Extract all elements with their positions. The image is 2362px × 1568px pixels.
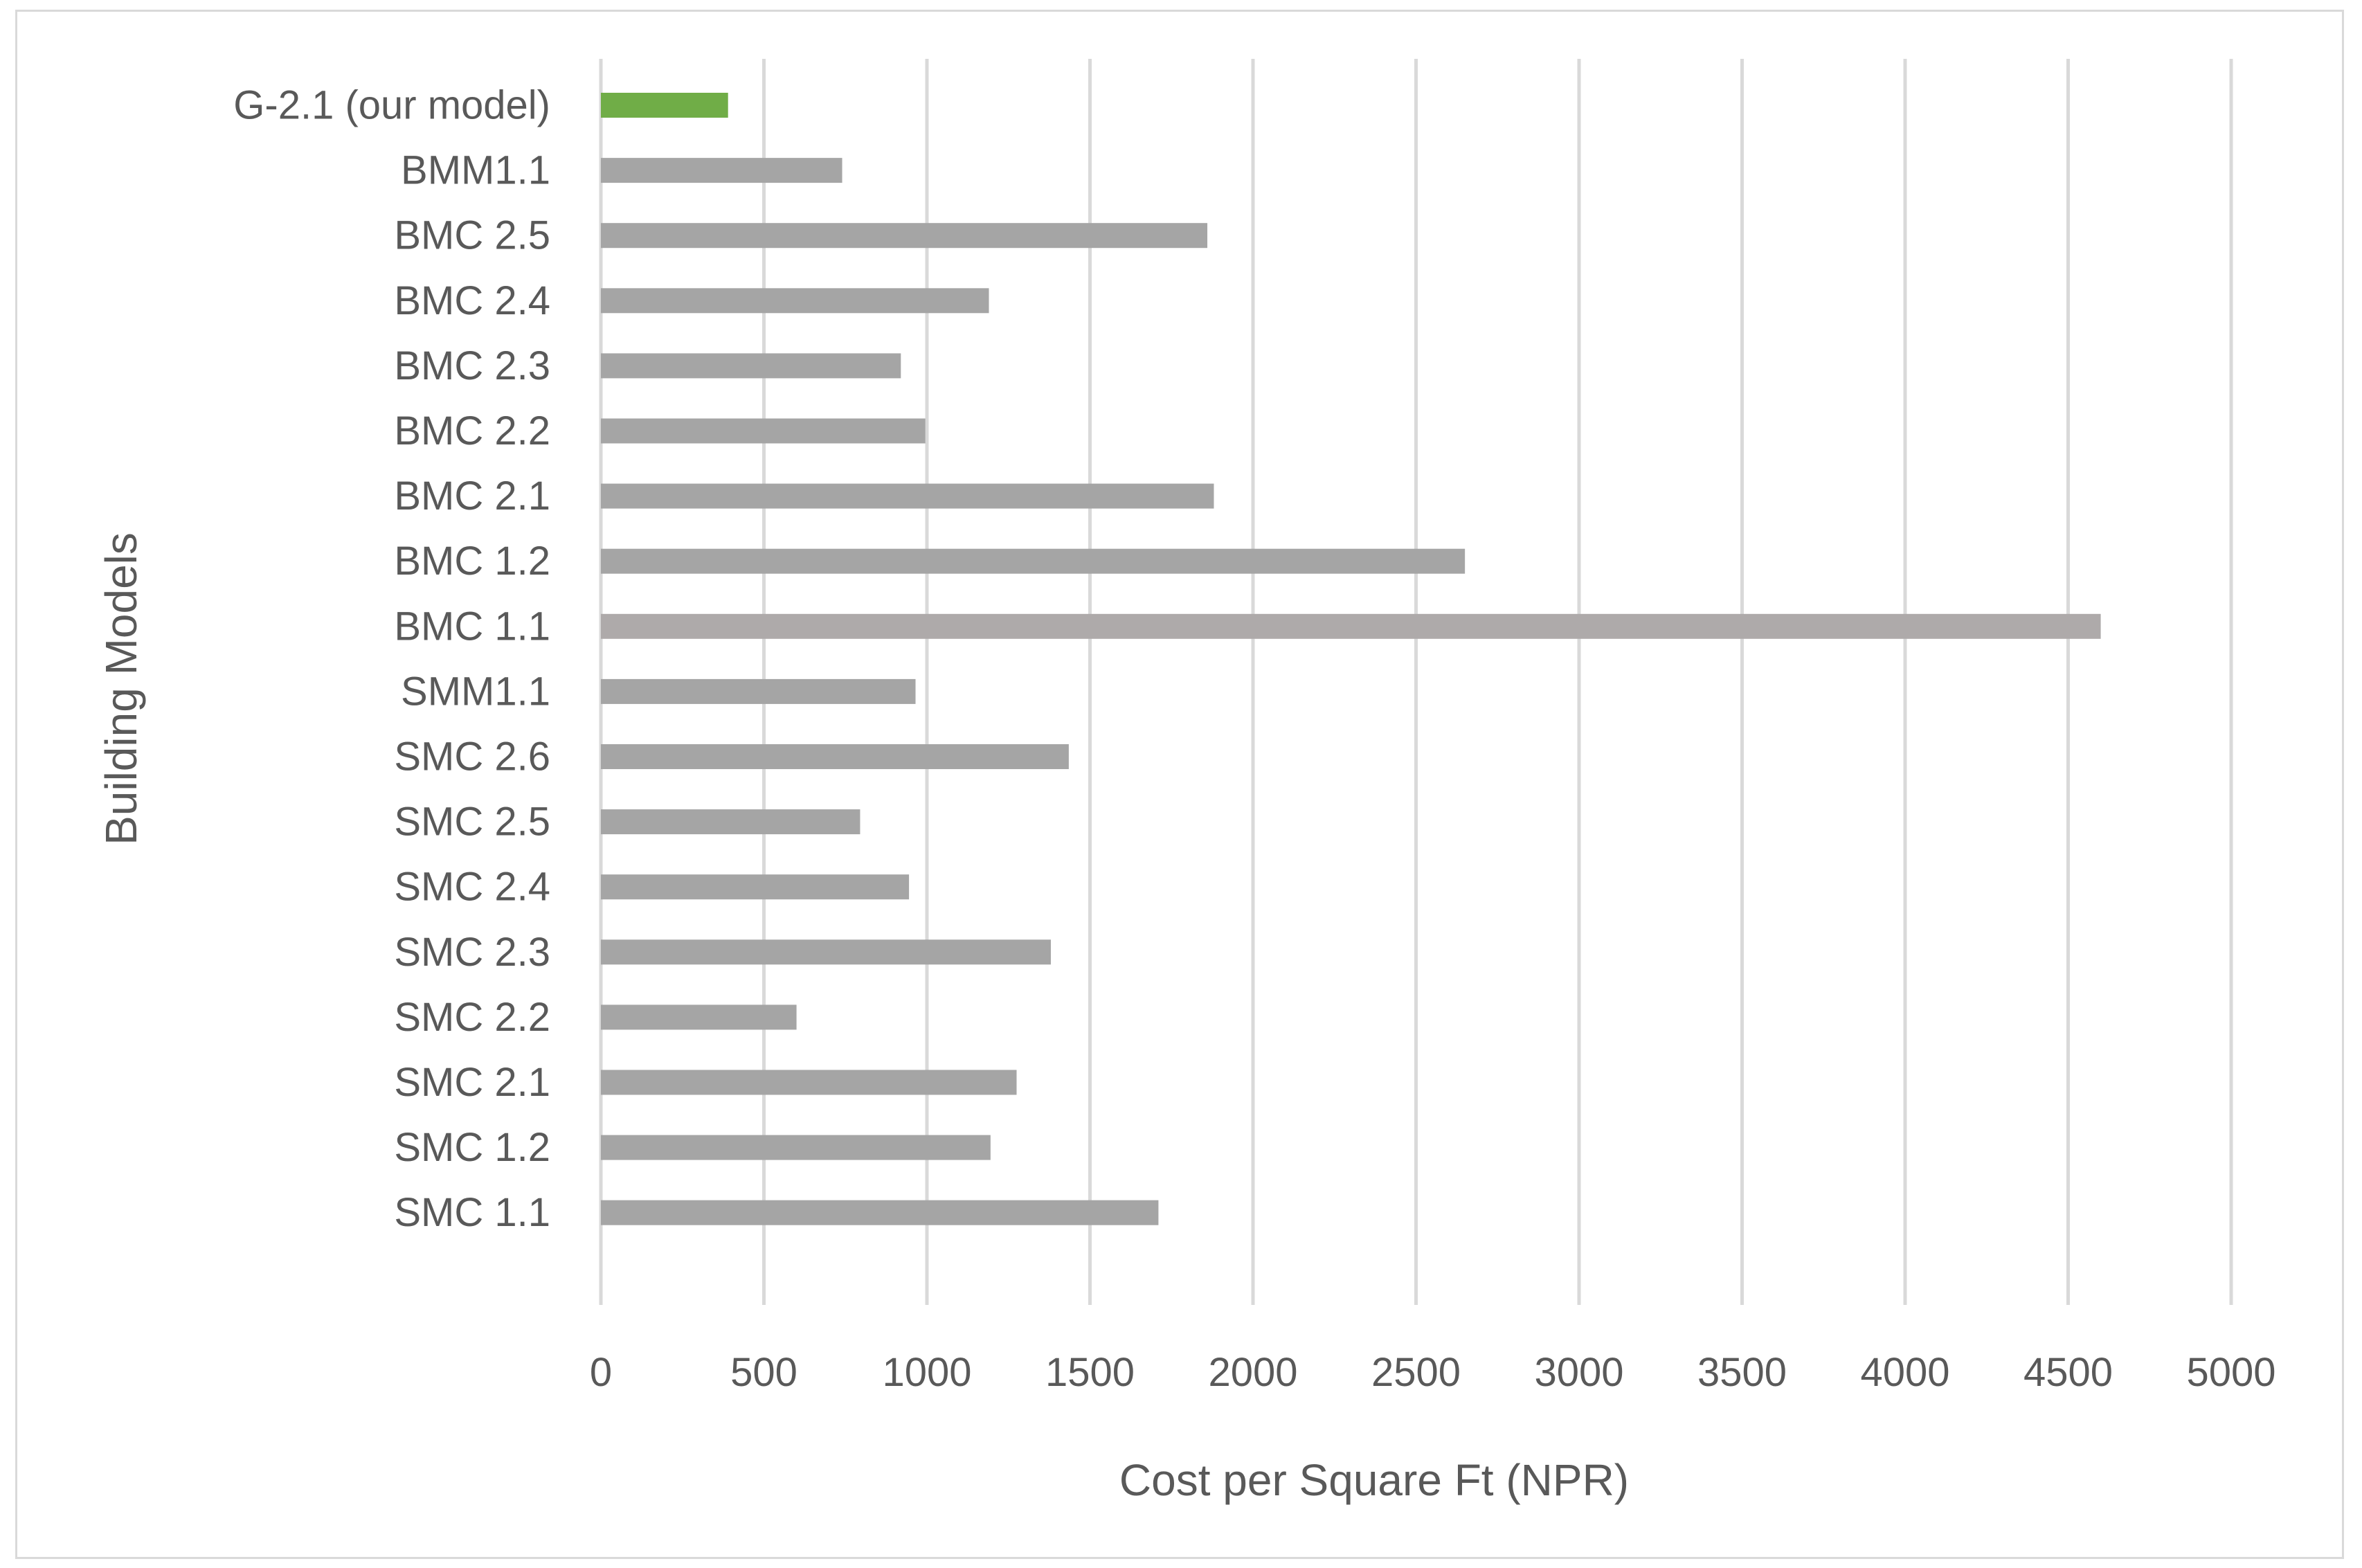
bar (601, 158, 842, 183)
x-tick-labels: 0 500 1000 1500 2000 2500 3000 3500 4000 4500 5000 (590, 1350, 2276, 1395)
category-label: SMC 2.6 (394, 735, 550, 780)
category-label: SMC 2.3 (394, 930, 550, 975)
x-tick-label: 2000 (1208, 1350, 1297, 1395)
category-label: BMC 2.3 (394, 343, 550, 388)
x-tick-label: 1000 (882, 1350, 971, 1395)
bar (601, 744, 1069, 769)
category-label: SMC 1.1 (394, 1190, 550, 1235)
category-label: BMC 2.5 (394, 213, 550, 258)
x-tick-label: 1500 (1045, 1350, 1135, 1395)
x-tick-label: 0 (590, 1350, 612, 1395)
bar (601, 353, 901, 379)
bar (601, 1200, 1159, 1225)
bar (601, 613, 2101, 639)
category-label: SMC 2.5 (394, 800, 550, 845)
gridlines (599, 59, 2233, 1305)
bar (601, 93, 728, 118)
x-tick-label: 2500 (1371, 1350, 1461, 1395)
x-tick-label: 4000 (1860, 1350, 1949, 1395)
category-labels: G-2.1 (our model) BMM1.1 BMC 2.5 BMC 2.4 BMC… (233, 83, 550, 1236)
chart-frame (15, 10, 2344, 1559)
bar (601, 483, 1214, 509)
category-label: BMM1.1 (401, 148, 550, 193)
category-label: SMC 2.4 (394, 865, 550, 910)
x-tick-label: 3000 (1534, 1350, 1623, 1395)
x-tick-label: 4500 (2023, 1350, 2113, 1395)
bars (601, 93, 2101, 1225)
bar (601, 939, 1051, 965)
bar (601, 223, 1208, 249)
x-tick-label: 3500 (1697, 1350, 1787, 1395)
bar (601, 1135, 991, 1160)
category-label: SMC 2.1 (394, 1060, 550, 1105)
category-label: BMC 2.2 (394, 408, 550, 453)
category-label: BMC 1.1 (394, 604, 550, 649)
x-tick-label: 500 (730, 1350, 797, 1395)
bar (601, 1004, 797, 1030)
category-label: BMC 2.4 (394, 278, 550, 323)
bar (601, 874, 910, 900)
bar (601, 1070, 1017, 1095)
category-label: BMC 1.2 (394, 539, 550, 584)
x-axis-title: Cost per Square Ft (NPR) (1119, 1455, 1629, 1505)
bar (601, 418, 926, 444)
bar (601, 678, 916, 704)
bar (601, 809, 860, 835)
category-label: SMC 1.2 (394, 1125, 550, 1170)
y-axis-title: Building Models (96, 532, 146, 845)
x-tick-label: 5000 (2186, 1350, 2275, 1395)
category-label: BMC 2.1 (394, 474, 550, 519)
bar (601, 288, 989, 314)
bar (601, 548, 1466, 574)
category-label: G-2.1 (our model) (233, 83, 550, 128)
category-label: SMM1.1 (401, 669, 550, 714)
category-label: SMC 2.2 (394, 995, 550, 1040)
